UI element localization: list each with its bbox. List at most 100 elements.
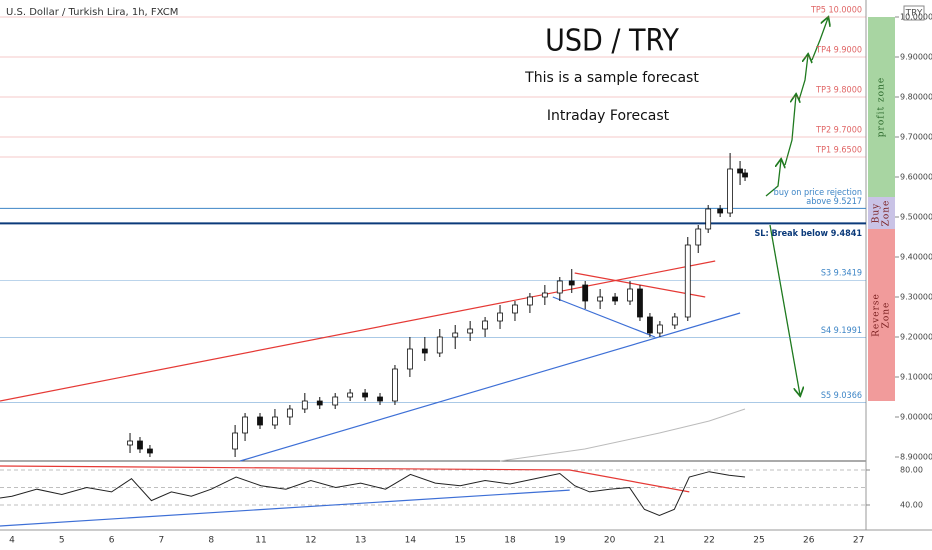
candle-body: [232, 432, 238, 450]
y-tick-label: 9.10000: [900, 373, 932, 382]
x-tick-label: 11: [255, 536, 266, 546]
trendline: [0, 260, 716, 402]
level-label: S4 9.1991: [821, 326, 862, 336]
y-tick-label: 9.90000: [900, 53, 932, 62]
candle-body: [656, 324, 663, 334]
candle-body: [568, 280, 575, 286]
zone: [868, 229, 895, 401]
candle-body: [527, 296, 533, 306]
candle-body: [695, 228, 702, 246]
candle-body: [556, 280, 563, 294]
candle-body: [612, 296, 618, 302]
chart-title: USD / TRY: [545, 24, 679, 59]
candle-body: [127, 440, 133, 446]
candle-body: [392, 368, 398, 402]
candle-body: [627, 288, 633, 302]
candle-body: [512, 304, 518, 314]
zone: [868, 197, 895, 229]
candle-body: [684, 244, 691, 318]
level-note: buy on price rejection: [774, 188, 862, 198]
level-label: TP3 9.8000: [815, 86, 862, 96]
currency-badge: TRY: [905, 9, 923, 19]
level-label: S3 9.3419: [821, 269, 862, 279]
y-tick-label: 9.40000: [900, 253, 932, 262]
x-tick-label: 20: [604, 536, 616, 546]
candle-body: [637, 288, 643, 318]
candle-body: [332, 396, 339, 406]
badge: [903, 5, 925, 21]
y-tick-label: 9.20000: [900, 333, 932, 342]
candle-body: [597, 296, 604, 302]
level-label: TP1 9.6500: [815, 146, 862, 156]
x-tick-label: 15: [454, 536, 465, 546]
x-tick-label: 26: [803, 536, 815, 546]
x-tick-label: 4: [9, 536, 15, 546]
rsi-line: [0, 471, 746, 517]
level-label: SL: Break below 9.4841: [754, 229, 862, 239]
x-tick-label: 14: [405, 536, 417, 546]
rsi-tick-label: 40.00: [900, 500, 923, 509]
y-tick-label: 10.00000: [900, 13, 932, 22]
y-tick-label: 9.80000: [900, 93, 932, 102]
subtitle: This is a sample forecast: [524, 70, 699, 86]
candle-body: [647, 316, 653, 334]
candle-body: [242, 416, 248, 434]
candle-body: [671, 316, 678, 326]
rsi-trendline: [0, 489, 570, 527]
candle-body: [377, 396, 383, 402]
x-tick-label: 18: [504, 536, 516, 546]
x-tick-label: 5: [59, 536, 65, 546]
x-tick-label: 13: [355, 536, 366, 546]
y-tick-label: 9.50000: [900, 213, 932, 222]
x-tick-label: 27: [853, 536, 864, 546]
moving-average: [499, 408, 746, 462]
candle-body: [467, 328, 474, 334]
candle-body: [541, 292, 548, 298]
trendline: [239, 312, 741, 462]
level-label: above 9.5217: [806, 197, 862, 207]
candle-body: [257, 416, 263, 426]
candle-body: [582, 284, 589, 302]
zone-label: profit zone: [877, 77, 887, 137]
trendline: [552, 296, 656, 338]
candle-body: [272, 416, 278, 426]
candle-body: [316, 400, 323, 406]
candle-body: [347, 392, 354, 398]
y-tick-label: 9.60000: [900, 173, 932, 182]
candle-body: [727, 168, 733, 214]
candle-body: [421, 348, 428, 354]
level-label: S5 9.0366: [821, 391, 862, 401]
candle-body: [362, 392, 368, 398]
level-label: TP2 9.7000: [815, 126, 862, 136]
candle-body: [147, 448, 153, 454]
annotation: Intraday Forecast: [547, 108, 670, 124]
candle-body: [737, 168, 743, 174]
y-tick-label: 8.90000: [900, 453, 932, 462]
source: U.S. Dollar / Turkish Lira, 1h, FXCM: [6, 7, 178, 18]
candle-body: [742, 172, 748, 178]
zone-label: Buy: [872, 203, 882, 224]
level-label: TP4 9.9000: [815, 46, 862, 56]
candle-body: [406, 348, 413, 370]
candle-body: [497, 312, 503, 322]
zone-label: Zone: [882, 200, 892, 227]
y-tick-label: 9.70000: [900, 133, 932, 142]
candle-body: [717, 208, 724, 214]
candle-body: [452, 332, 459, 338]
x-tick-label: 25: [753, 536, 764, 546]
rsi-tick-label: 80.00: [900, 465, 923, 474]
rsi-trendline: [0, 465, 690, 493]
x-tick-label: 6: [109, 536, 115, 546]
x-tick-label: 7: [159, 536, 165, 546]
forecast-arrows: [765, 18, 828, 395]
candle-body: [137, 440, 143, 450]
x-tick-label: 12: [305, 536, 316, 546]
x-tick-label: 21: [654, 536, 665, 546]
candle-body: [482, 320, 488, 330]
y-tick-label: 9.00000: [900, 413, 932, 422]
zone-label: Reverse: [872, 293, 882, 337]
zone-label: Zone: [882, 302, 892, 329]
candle-body: [286, 408, 293, 418]
